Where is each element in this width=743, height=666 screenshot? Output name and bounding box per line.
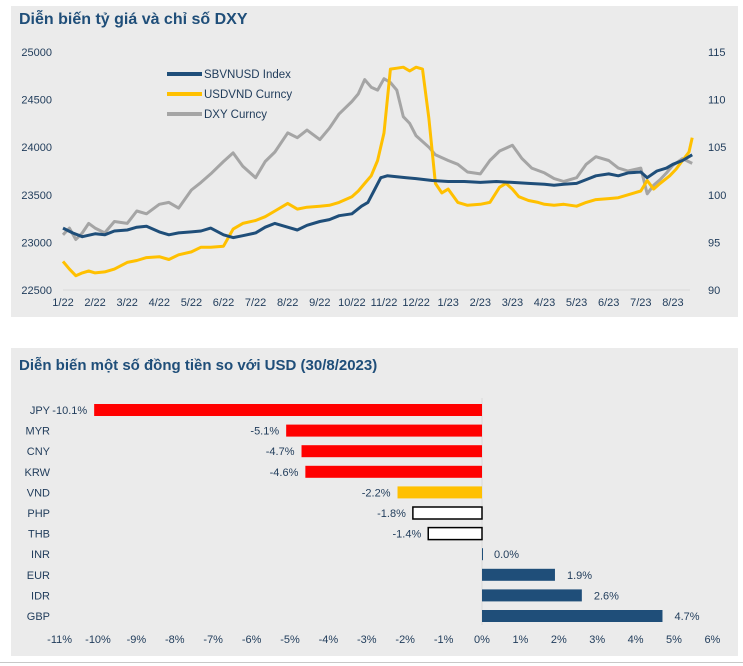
value-label: 2.6% bbox=[594, 590, 619, 602]
bar-gbp bbox=[482, 610, 663, 622]
category-label: THB bbox=[28, 529, 50, 541]
value-label: -5.1% bbox=[250, 426, 279, 438]
right-axis-tick-label: 90 bbox=[708, 285, 720, 297]
x-axis-tick-label: 1/23 bbox=[437, 297, 458, 309]
value-label: -1.4% bbox=[392, 529, 421, 541]
legend-label: SBVNUSD Index bbox=[204, 69, 291, 81]
x-axis-tick-label: 4/23 bbox=[534, 297, 555, 309]
x-axis-tick-label: 11/22 bbox=[371, 297, 398, 309]
x-axis-tick-label: -1% bbox=[434, 634, 454, 646]
right-axis-tick-label: 110 bbox=[708, 95, 726, 107]
left-axis-tick-label: 23000 bbox=[21, 237, 52, 249]
x-axis-tick-label: 12/22 bbox=[402, 297, 430, 309]
x-axis-tick-label: -8% bbox=[165, 634, 185, 646]
left-axis-tick-label: 25000 bbox=[21, 47, 52, 59]
category-label: JPY bbox=[30, 405, 51, 417]
bar-cny bbox=[301, 445, 482, 458]
series-line-dxy-curncy bbox=[61, 77, 693, 241]
legend-label: DXY Curncy bbox=[204, 109, 267, 121]
x-axis-tick-label: 2% bbox=[551, 634, 567, 646]
value-label: -4.7% bbox=[266, 446, 295, 458]
x-axis-tick-label: 2/23 bbox=[470, 297, 491, 309]
bar-chart-title: Diễn biến một số đồng tiền so với USD (3… bbox=[19, 357, 378, 374]
x-axis-tick-label: -10% bbox=[85, 634, 111, 646]
x-axis-tick-label: 6/23 bbox=[598, 297, 619, 309]
value-label: -2.2% bbox=[362, 487, 391, 499]
right-axis-tick-label: 105 bbox=[708, 142, 726, 154]
category-label: INR bbox=[31, 549, 50, 561]
bar-thb bbox=[427, 526, 483, 541]
x-axis-tick-label: 1% bbox=[512, 634, 528, 646]
x-axis-tick-label: 0% bbox=[474, 634, 490, 646]
bar-krw bbox=[305, 465, 482, 478]
x-axis-tick-label: 4% bbox=[628, 634, 644, 646]
right-axis-tick-label: 100 bbox=[708, 190, 726, 202]
x-axis-tick-label: -7% bbox=[203, 634, 223, 646]
x-axis-tick-label: 10/22 bbox=[338, 297, 366, 309]
x-axis-tick-label: -4% bbox=[319, 634, 339, 646]
x-axis-tick-label: 1/22 bbox=[52, 297, 73, 309]
left-axis-tick-label: 22500 bbox=[21, 285, 52, 297]
x-axis-tick-label: 3/22 bbox=[116, 297, 137, 309]
bar-jpy bbox=[94, 404, 482, 416]
bar-myr bbox=[286, 424, 482, 437]
right-axis-tick-label: 115 bbox=[708, 47, 726, 59]
x-axis-tick-label: 5/22 bbox=[181, 297, 202, 309]
category-label: VND bbox=[27, 487, 50, 499]
left-axis-tick-label: 23500 bbox=[21, 190, 52, 202]
x-axis-tick-label: 7/22 bbox=[245, 297, 266, 309]
left-axis-tick-label: 24000 bbox=[21, 142, 52, 154]
x-axis-tick-label: -9% bbox=[127, 634, 147, 646]
x-axis-tick-label: 6% bbox=[704, 634, 720, 646]
category-label: KRW bbox=[25, 467, 51, 479]
value-label: -1.8% bbox=[377, 508, 406, 520]
category-label: GBP bbox=[27, 611, 50, 623]
category-label: IDR bbox=[31, 590, 50, 602]
x-axis-tick-label: 3/23 bbox=[502, 297, 523, 309]
value-label: 4.7% bbox=[674, 611, 699, 623]
bar-php bbox=[412, 506, 483, 520]
value-label: 0.0% bbox=[494, 549, 519, 561]
exchange-rate-dxy-panel: Diễn biến tỷ giá và chỉ số DXY bbox=[11, 6, 738, 317]
x-axis-tick-label: 4/22 bbox=[149, 297, 170, 309]
bar-vnd bbox=[397, 486, 482, 499]
bar-idr bbox=[482, 589, 582, 602]
line-chart-title: Diễn biến tỷ giá và chỉ số DXY bbox=[19, 11, 248, 28]
value-label: -10.1% bbox=[52, 405, 87, 417]
x-axis-tick-label: 8/22 bbox=[277, 297, 298, 309]
value-label: 1.9% bbox=[567, 570, 592, 582]
currency-change-panel: Diễn biến một số đồng tiền so với USD (3… bbox=[11, 348, 738, 656]
x-axis-tick-label: -5% bbox=[280, 634, 300, 646]
x-axis-tick-label: 6/22 bbox=[213, 297, 234, 309]
x-axis-tick-label: -6% bbox=[242, 634, 262, 646]
x-axis-tick-label: -11% bbox=[47, 634, 72, 646]
bar-inr bbox=[482, 548, 483, 561]
category-label: EUR bbox=[27, 570, 50, 582]
x-axis-tick-label: 3% bbox=[589, 634, 605, 646]
x-axis-tick-label: 2/22 bbox=[84, 297, 105, 309]
left-axis-tick-label: 24500 bbox=[21, 95, 52, 107]
series-line-usdvnd-curncy bbox=[61, 65, 694, 278]
x-axis-tick-label: 7/23 bbox=[630, 297, 651, 309]
right-axis-tick-label: 95 bbox=[708, 237, 720, 249]
x-axis-tick-label: 5/23 bbox=[566, 297, 587, 309]
category-label: CNY bbox=[27, 446, 51, 458]
divider bbox=[0, 662, 743, 663]
bar-eur bbox=[482, 568, 555, 581]
legend-label: USDVND Curncy bbox=[204, 89, 292, 101]
x-axis-tick-label: -3% bbox=[357, 634, 377, 646]
series-line-sbvnusd-index bbox=[62, 153, 693, 240]
value-label: -4.6% bbox=[270, 467, 299, 479]
x-axis-tick-label: -2% bbox=[395, 634, 415, 646]
x-axis-tick-label: 5% bbox=[666, 634, 682, 646]
x-axis-tick-label: 9/22 bbox=[309, 297, 330, 309]
category-label: MYR bbox=[26, 426, 51, 438]
x-axis-tick-label: 8/23 bbox=[662, 297, 683, 309]
category-label: PHP bbox=[27, 508, 50, 520]
